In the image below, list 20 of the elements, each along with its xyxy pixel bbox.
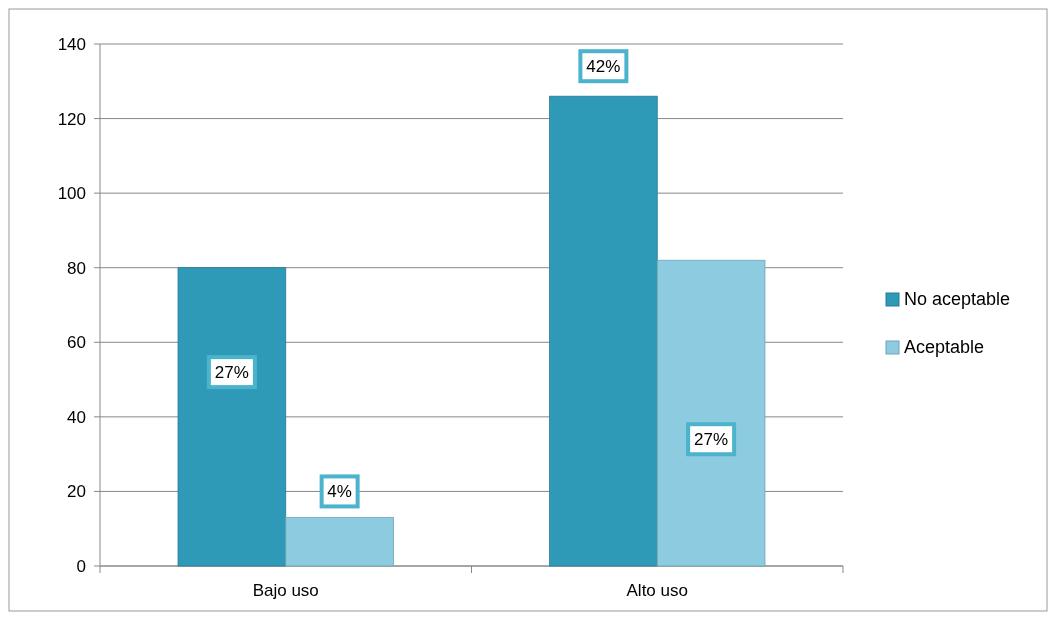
y-tick-label: 80 xyxy=(67,258,86,278)
bar xyxy=(656,259,766,567)
x-tick-label: Alto uso xyxy=(626,581,688,600)
y-tick-label: 40 xyxy=(67,407,86,427)
bar xyxy=(177,267,287,567)
annotation: 4% xyxy=(327,482,352,502)
legend-label: No aceptable xyxy=(904,289,1011,309)
annotation: 27% xyxy=(694,430,729,450)
annotation: 42% xyxy=(586,57,621,77)
legend-label: Aceptable xyxy=(904,337,985,357)
y-tick-label: 140 xyxy=(57,35,86,54)
annotation: 27% xyxy=(214,363,249,383)
bar xyxy=(549,95,658,567)
bar xyxy=(285,517,394,567)
x-tick-label: Bajo uso xyxy=(252,581,319,600)
y-tick-label: 0 xyxy=(76,557,86,576)
y-tick-label: 20 xyxy=(67,482,86,502)
y-tick-label: 60 xyxy=(67,333,86,353)
y-tick-label: 120 xyxy=(57,109,86,129)
y-tick-label: 100 xyxy=(57,184,86,204)
